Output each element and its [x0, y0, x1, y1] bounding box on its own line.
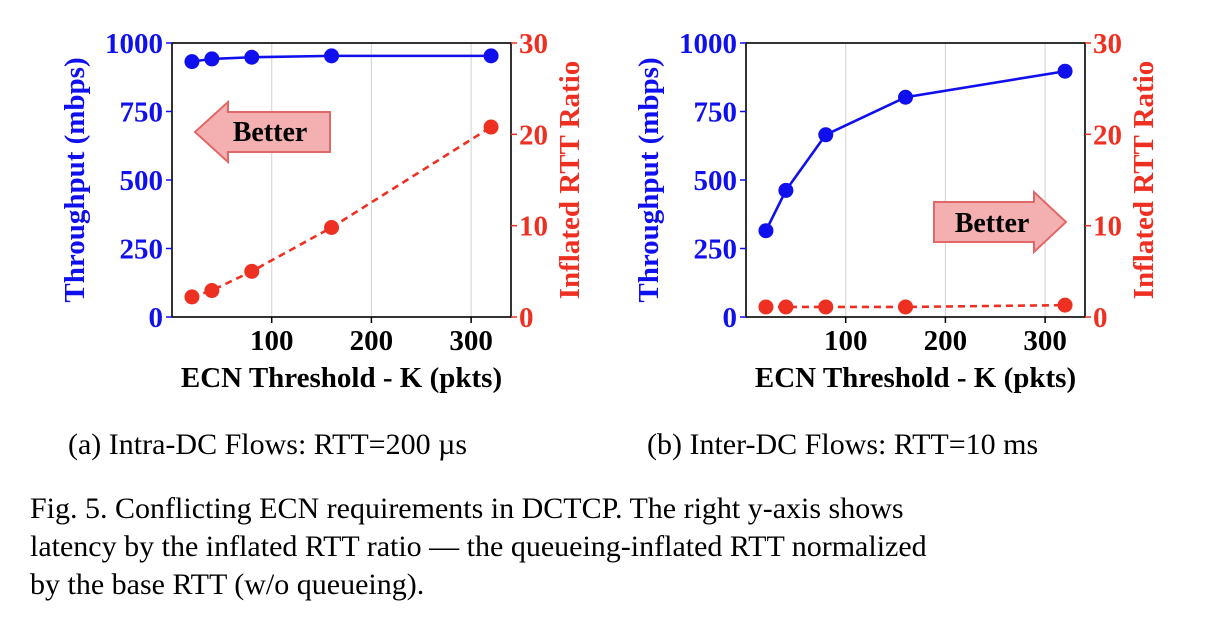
y-right-tick-label: 10	[1093, 211, 1122, 243]
throughput-point	[898, 89, 914, 105]
better-arrow	[933, 189, 1068, 255]
throughput-point	[204, 51, 220, 67]
caption-line-3: by the base RTT (w/o queueing).	[30, 568, 425, 601]
subcaption-b: (b) Inter-DC Flows: RTT=10 ms	[647, 428, 1039, 461]
y-left-tick-label: 0	[723, 302, 738, 334]
x-tick-label: 100	[824, 325, 868, 357]
y-left-tick-label: 500	[694, 165, 738, 197]
y-left-tick-label: 250	[694, 234, 738, 266]
y-left-axis-label: Throughput (mbps)	[633, 57, 665, 302]
subcaption-a: (a) Intra-DC Flows: RTT=200 µs	[68, 428, 468, 461]
y-left-tick-label: 750	[694, 97, 738, 129]
x-axis-label: ECN Threshold - K (pkts)	[181, 362, 502, 394]
y-right-tick-label: 10	[519, 211, 548, 243]
y-left-tick-label: 1000	[105, 28, 163, 60]
y-right-axis-label: Inflated RTT Ratio	[1128, 61, 1160, 300]
x-tick-label: 100	[250, 325, 294, 357]
y-left-axis-label: Throughput (mbps)	[59, 57, 91, 302]
y-left-tick-label: 1000	[679, 28, 737, 60]
y-left-tick-label: 0	[149, 302, 164, 334]
throughput-point	[184, 54, 200, 70]
throughput-point	[483, 48, 499, 64]
rtt-ratio-point	[184, 289, 200, 305]
x-tick-label: 300	[449, 325, 493, 357]
throughput-line	[191, 54, 492, 63]
y-left-tick-label: 250	[120, 234, 164, 266]
caption-line-2: latency by the inflated RTT ratio — the …	[30, 530, 927, 563]
rtt-ratio-point	[204, 283, 220, 299]
x-axis-label: ECN Threshold - K (pkts)	[755, 362, 1076, 394]
chart-intra-dc: 100 200 300 0 250 500 750 1000 0 10 20 30 ECN Thresh…	[59, 28, 586, 394]
better-arrow	[193, 99, 331, 165]
y-right-tick-label: 0	[1093, 302, 1108, 334]
throughput-point	[758, 223, 774, 239]
x-tick-label: 200	[350, 325, 394, 357]
y-right-axis-label: Inflated RTT Ratio	[554, 61, 586, 300]
x-tick-label: 300	[1023, 325, 1067, 357]
better-label: Better	[233, 117, 308, 148]
rtt-ratio-point	[483, 119, 499, 135]
rtt-ratio-point	[758, 299, 774, 315]
rtt-ratio-point	[898, 299, 914, 315]
chart-inter-dc: 100 200 300 0 250 500 750 1000 0 10 20 30 ECN Thresh…	[633, 28, 1160, 394]
rtt-ratio-line	[765, 303, 1066, 309]
throughput-point	[1057, 63, 1073, 79]
y-right-tick-label: 20	[1093, 119, 1122, 151]
caption-line-1: Fig. 5. Conflicting ECN requirements in …	[30, 492, 904, 525]
y-right-tick-label: 0	[519, 302, 534, 334]
throughput-point	[324, 48, 340, 64]
plot-frame	[745, 42, 1086, 318]
rtt-ratio-point	[1057, 297, 1073, 313]
y-right-tick-label: 30	[519, 28, 548, 60]
rtt-ratio-point	[244, 263, 260, 279]
throughput-point	[244, 49, 260, 65]
plot-frame	[171, 42, 512, 318]
figure-caption: Fig. 5. Conflicting ECN requirements in …	[30, 490, 1198, 604]
x-tick-label: 200	[924, 325, 968, 357]
y-left-tick-label: 750	[120, 97, 164, 129]
throughput-point	[778, 182, 794, 198]
y-left-tick-label: 500	[120, 165, 164, 197]
better-label: Better	[955, 208, 1030, 239]
y-right-tick-label: 30	[1093, 28, 1122, 60]
rtt-ratio-point	[818, 299, 834, 315]
rtt-ratio-point	[324, 219, 340, 235]
rtt-ratio-point	[778, 299, 794, 315]
y-right-tick-label: 20	[519, 119, 548, 151]
throughput-point	[818, 127, 834, 143]
